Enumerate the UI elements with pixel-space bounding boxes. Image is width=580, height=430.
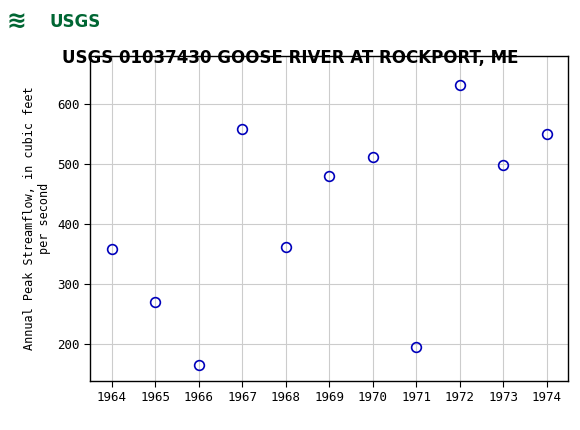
Text: USGS 01037430 GOOSE RIVER AT ROCKPORT, ME: USGS 01037430 GOOSE RIVER AT ROCKPORT, M…: [61, 49, 519, 67]
Text: USGS: USGS: [49, 12, 100, 31]
Text: ≋: ≋: [7, 9, 27, 34]
FancyBboxPatch shape: [3, 3, 119, 42]
Y-axis label: Annual Peak Streamflow, in cubic feet
per second: Annual Peak Streamflow, in cubic feet pe…: [23, 86, 52, 350]
